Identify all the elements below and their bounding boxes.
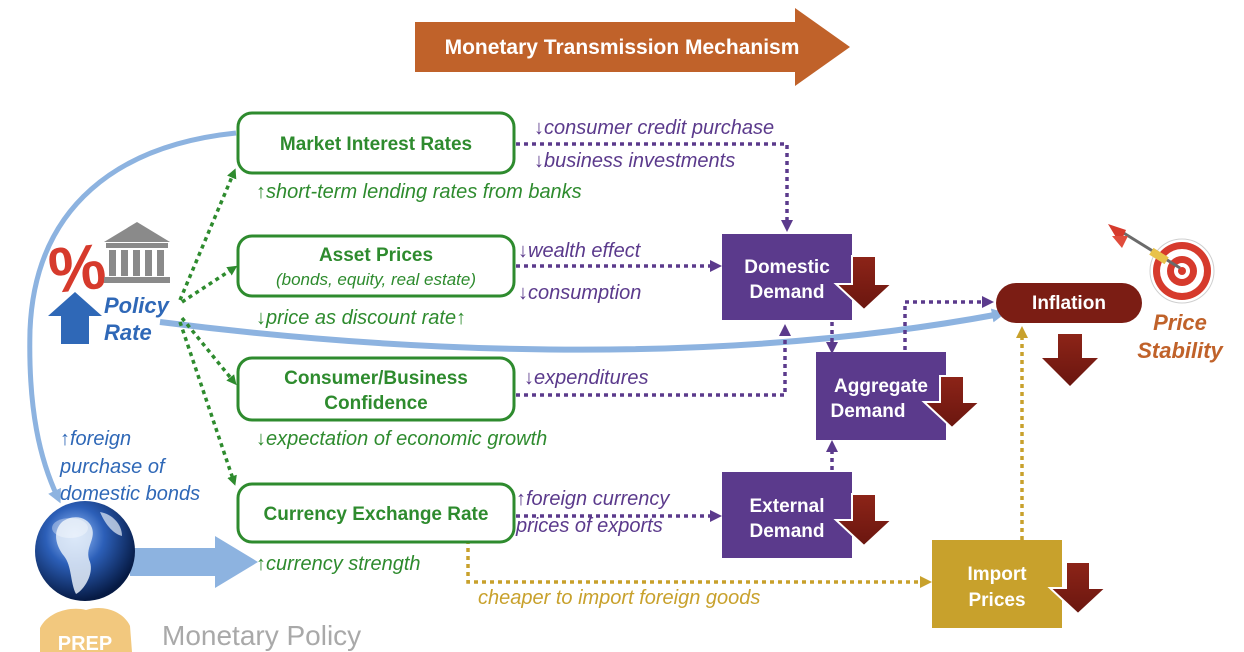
prep-logo [40, 607, 132, 652]
channel-label: Currency Exchange Rate [264, 504, 489, 525]
channel-box [236, 482, 516, 544]
aggregate-demand-line1: Aggregate [834, 376, 928, 397]
channel-box [236, 234, 516, 298]
footer-label: Monetary Policy [162, 620, 361, 651]
note-discount-rate: ↓price as discount rate↑ [256, 307, 466, 329]
blue-arrow-to-inflation [159, 308, 1006, 353]
domestic-demand-line1: Domestic [744, 257, 830, 278]
import-prices-rect [932, 540, 1062, 628]
title-arrow-shape [415, 8, 850, 86]
channel-asset-prices: Asset Prices (bonds, equity, real estate… [236, 234, 516, 298]
channel-market-interest: Market Interest Rates [236, 111, 516, 175]
channel-label: Asset Prices [319, 245, 433, 266]
green-arrow-asset [181, 265, 238, 304]
down-arrow-icon [833, 255, 895, 312]
green-arrow-market [178, 168, 237, 301]
down-arrow-icon [921, 375, 983, 430]
title-text: Monetary Transmission Mechanism [445, 36, 800, 59]
import-prices-box: Import Prices [932, 540, 1062, 628]
note-lending-rates: ↑short-term lending rates from banks [256, 181, 582, 203]
gold-dotted-arrows [466, 326, 1028, 588]
channel-box [236, 356, 516, 422]
note-foreign-line2: purchase of [59, 456, 167, 478]
footer: PREP Monetary Policy [40, 607, 361, 652]
external-demand-box: External Demand [722, 472, 852, 558]
down-arrow-icon [833, 493, 895, 548]
gold-arrow-exchange-import [466, 540, 932, 588]
note-expenditures: ↓expenditures [524, 367, 649, 389]
blue-arc-foreign-bonds [27, 130, 237, 504]
green-arrow-exchange [178, 321, 237, 486]
aggregate-demand-line2: Demand [831, 401, 906, 422]
channel-exchange-rate: Currency Exchange Rate [236, 482, 516, 544]
inflation-label: Inflation [1032, 293, 1106, 314]
channel-label: Market Interest Rates [280, 134, 472, 155]
purple-arrow-aggregate-inflation [903, 296, 994, 350]
green-dotted-arrows [178, 168, 238, 486]
note-currency-strength: ↑currency strength [256, 553, 421, 575]
aggregate-demand-box: Aggregate Demand [816, 352, 946, 440]
title-banner: Monetary Transmission Mechanism [415, 8, 850, 86]
policy-rate-line2: Rate [104, 320, 152, 345]
note-consumption: ↓consumption [518, 282, 641, 304]
channel-confidence: Consumer/Business Confidence [236, 356, 516, 422]
channel-sublabel: (bonds, equity, real estate) [276, 270, 476, 289]
note-consumer-credit: ↓consumer credit purchase [534, 117, 774, 139]
note-economic-growth: ↓expectation of economic growth [256, 428, 547, 450]
bank-icon [104, 222, 170, 283]
down-arrow-icon [1042, 334, 1098, 386]
price-stability-line1: Price [1153, 310, 1207, 335]
aggregate-demand-rect [816, 352, 946, 440]
note-foreign-line3: domestic bonds [60, 483, 200, 505]
inflation-node: Inflation [996, 283, 1142, 323]
blue-block-arrow-globe [130, 536, 258, 588]
domestic-demand-rect [722, 234, 852, 320]
domestic-demand-box: Domestic Demand [722, 234, 852, 320]
prep-logo-text: PREP [58, 633, 112, 652]
target-icon [1108, 224, 1215, 304]
import-prices-line1: Import [967, 564, 1027, 585]
external-demand-line2: Demand [750, 521, 825, 542]
decrease-arrows [833, 255, 1109, 616]
domestic-demand-line2: Demand [750, 282, 825, 303]
note-wealth-effect: ↓wealth effect [518, 240, 642, 262]
channel-label-line1: Consumer/Business [284, 368, 468, 389]
purple-dotted-arrows [516, 142, 994, 522]
import-prices-line2: Prices [968, 590, 1025, 611]
inflation-pill [996, 283, 1142, 323]
blue-arrows [27, 130, 1006, 588]
up-arrow-icon [48, 292, 102, 344]
note-cheaper-imports: cheaper to import foreign goods [478, 587, 760, 609]
channel-label-line2: Confidence [324, 393, 427, 414]
down-arrow-icon [1047, 561, 1109, 616]
note-foreign-currency: ↑foreign currency [516, 488, 670, 510]
external-demand-line1: External [750, 496, 825, 517]
external-demand-rect [722, 472, 852, 558]
note-business-investments: ↓business investments [534, 150, 735, 172]
purple-arrow-confidence-domestic [516, 324, 791, 397]
policy-rate-line1: Policy [104, 293, 171, 318]
note-export-prices: prices of exports [515, 515, 663, 537]
globe-icon [35, 501, 135, 601]
green-arrow-confidence [180, 316, 237, 386]
note-foreign-line1: ↑foreign [60, 428, 131, 450]
purple-arrow-market-domestic [516, 142, 793, 232]
policy-rate-cluster: % Policy Rate [45, 222, 171, 345]
price-stability-line2: Stability [1137, 338, 1224, 363]
channel-box [236, 111, 516, 175]
